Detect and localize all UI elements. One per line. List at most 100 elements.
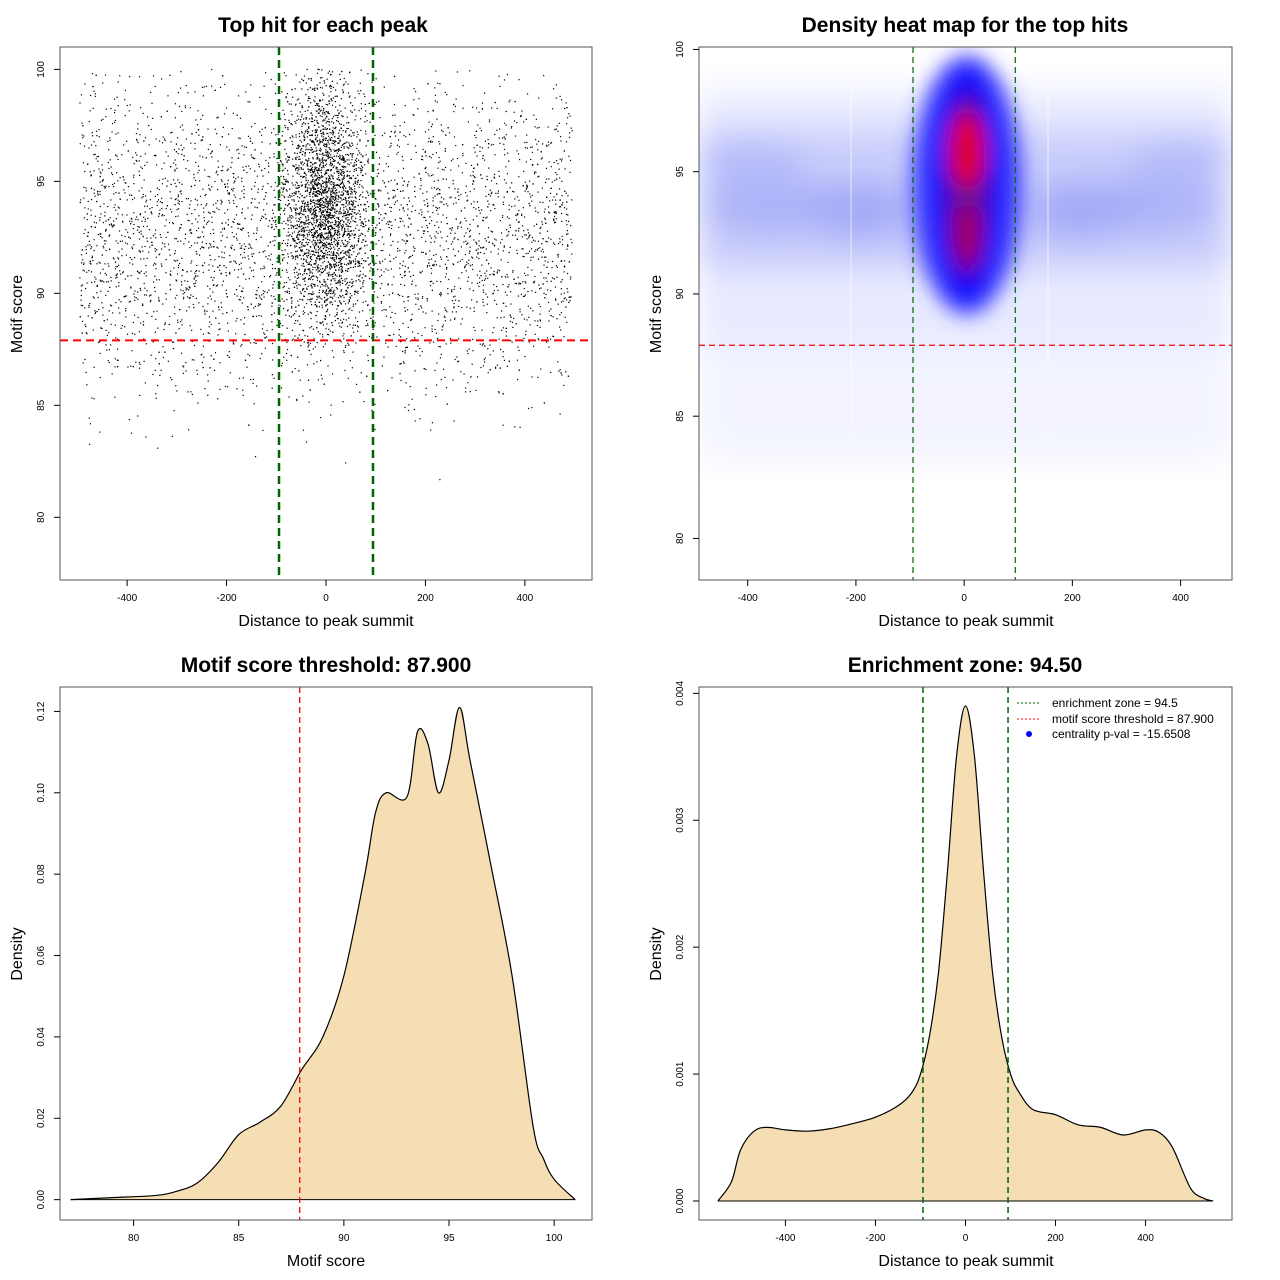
scatter-point bbox=[186, 288, 188, 290]
scatter-point bbox=[340, 265, 342, 267]
scatter-point bbox=[146, 312, 148, 314]
scatter-point bbox=[308, 262, 310, 264]
scatter-point bbox=[397, 170, 399, 172]
scatter-point bbox=[324, 173, 326, 175]
scatter-point bbox=[148, 251, 150, 253]
scatter-point bbox=[156, 164, 158, 166]
scatter-point bbox=[131, 198, 134, 201]
scatter-point bbox=[81, 320, 84, 323]
scatter-point bbox=[499, 348, 502, 351]
scatter-point bbox=[548, 178, 550, 180]
scatter-point bbox=[485, 293, 487, 295]
scatter-point bbox=[175, 280, 178, 282]
scatter-point bbox=[297, 276, 300, 279]
scatter-point bbox=[279, 305, 281, 307]
scatter-point bbox=[313, 245, 315, 247]
scatter-point bbox=[306, 205, 308, 208]
scatter-point bbox=[340, 277, 343, 280]
scatter-point bbox=[296, 285, 298, 287]
scatter-point bbox=[307, 204, 309, 206]
scatter-point bbox=[105, 230, 107, 232]
scatter-point bbox=[227, 168, 229, 170]
scatter-point bbox=[338, 184, 340, 186]
scatter-point bbox=[346, 208, 348, 210]
scatter-point bbox=[377, 203, 379, 205]
scatter-point bbox=[222, 280, 225, 282]
scatter-point bbox=[408, 271, 411, 273]
scatter-point bbox=[324, 113, 326, 115]
scatter-point bbox=[313, 293, 315, 295]
scatter-point bbox=[286, 327, 288, 329]
scatter-point bbox=[327, 214, 330, 216]
scatter-point bbox=[236, 388, 238, 390]
scatter-point bbox=[268, 255, 270, 257]
scatter-point bbox=[267, 162, 269, 164]
scatter-point bbox=[331, 350, 333, 352]
scatter-point bbox=[471, 264, 473, 266]
scatter-point bbox=[516, 196, 519, 198]
scatter-point bbox=[521, 236, 524, 238]
scatter-point bbox=[318, 149, 321, 151]
scatter-point bbox=[313, 181, 315, 183]
scatter-point bbox=[86, 218, 88, 221]
scatter-point bbox=[275, 223, 277, 226]
scatter-point bbox=[541, 157, 543, 159]
scatter-point bbox=[494, 367, 497, 369]
scatter-point bbox=[524, 147, 527, 149]
scatter-point bbox=[452, 203, 455, 205]
scatter-point bbox=[315, 103, 318, 105]
scatter-point bbox=[360, 194, 362, 196]
scatter-point bbox=[365, 173, 367, 175]
scatter-point bbox=[138, 361, 140, 364]
scatter-point bbox=[360, 165, 363, 167]
scatter-point bbox=[322, 201, 325, 203]
scatter-point bbox=[131, 258, 133, 261]
scatter-point bbox=[448, 132, 451, 134]
scatter-point bbox=[87, 163, 89, 165]
scatter-point bbox=[306, 189, 308, 191]
scatter-point bbox=[327, 202, 329, 204]
scatter-point bbox=[540, 226, 542, 228]
scatter-point bbox=[157, 327, 159, 329]
scatter-point bbox=[528, 250, 531, 252]
scatter-point bbox=[236, 222, 239, 225]
scatter-point bbox=[374, 322, 376, 324]
scatter-point bbox=[457, 165, 460, 167]
scatter-point bbox=[109, 286, 111, 289]
scatter-point bbox=[314, 209, 316, 212]
scatter-point bbox=[209, 244, 212, 246]
scatter-point bbox=[311, 181, 313, 183]
scatter-point bbox=[103, 185, 105, 188]
scatter-point bbox=[303, 330, 305, 332]
scatter-point bbox=[112, 257, 114, 259]
scatter-point bbox=[314, 301, 316, 303]
scatter-point bbox=[559, 206, 561, 208]
scatter-point bbox=[321, 159, 323, 161]
scatter-point bbox=[115, 240, 117, 242]
scatter-point bbox=[567, 233, 569, 235]
scatter-point bbox=[304, 280, 306, 282]
scatter-point bbox=[146, 161, 148, 163]
scatter-point bbox=[501, 329, 503, 331]
scatter-point bbox=[360, 247, 362, 249]
scatter-point bbox=[174, 237, 176, 240]
scatter-point bbox=[546, 196, 548, 198]
scatter-point bbox=[371, 240, 373, 243]
scatter-point bbox=[314, 247, 316, 249]
scatter-point bbox=[142, 196, 144, 198]
scatter-point bbox=[378, 157, 381, 159]
scatter-point bbox=[116, 155, 118, 157]
scatter-point bbox=[248, 243, 250, 245]
scatter-point bbox=[412, 114, 414, 116]
scatter-point bbox=[449, 228, 451, 230]
scatter-point bbox=[285, 223, 287, 225]
scatter-point bbox=[295, 217, 297, 219]
scatter-point bbox=[330, 139, 332, 141]
scatter-point bbox=[532, 256, 534, 258]
scatter-point bbox=[105, 185, 107, 187]
scatter-point bbox=[310, 285, 313, 287]
scatter-point bbox=[357, 133, 359, 136]
scatter-point bbox=[508, 251, 510, 254]
scatter-point bbox=[172, 347, 175, 350]
scatter-point bbox=[343, 204, 345, 206]
